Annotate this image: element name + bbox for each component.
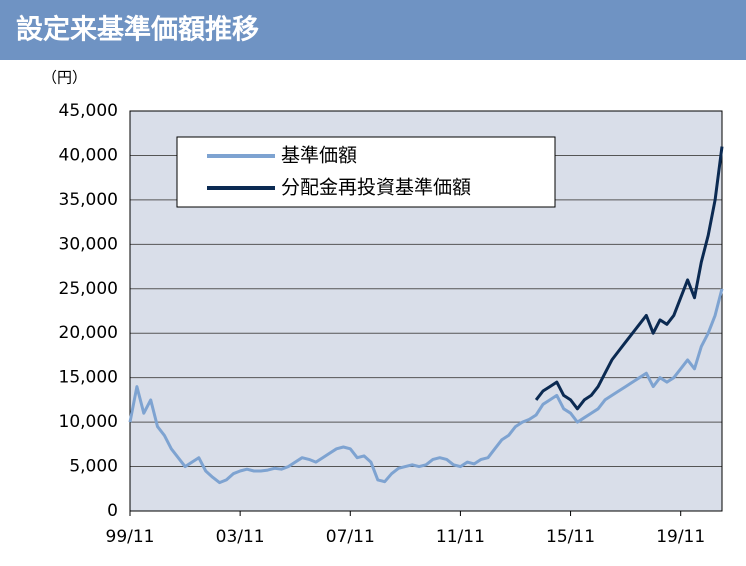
plot-border — [129, 110, 723, 512]
y-tick-label: 0 — [107, 501, 118, 521]
series-line — [128, 288, 724, 485]
x-tick-label: 07/11 — [326, 527, 375, 547]
x-tick-label: 03/11 — [216, 527, 265, 547]
y-tick-label: 40,000 — [59, 145, 118, 165]
header-bar — [0, 0, 746, 60]
chart-title: 設定来基準価額推移 — [16, 14, 259, 46]
y-tick-label: 20,000 — [59, 323, 118, 343]
series-line — [534, 146, 724, 411]
x-tick-label: 11/11 — [436, 527, 485, 547]
unit-label: （円） — [42, 69, 87, 87]
y-tick-label: 15,000 — [59, 368, 118, 388]
y-tick-label: 25,000 — [59, 279, 118, 299]
x-tick-label: 15/11 — [546, 527, 595, 547]
legend-box — [176, 136, 556, 208]
y-tick-label: 10,000 — [59, 412, 118, 432]
y-tick-label: 45,000 — [59, 101, 118, 121]
y-tick-label: 5,000 — [69, 457, 118, 477]
y-tick-label: 35,000 — [59, 190, 118, 210]
legend-label: 基準価額 — [281, 145, 357, 167]
x-tick-label: 19/11 — [656, 527, 705, 547]
y-tick-label: 30,000 — [59, 234, 118, 254]
legend-label: 分配金再投資基準価額 — [281, 177, 471, 199]
x-tick-label: 99/11 — [106, 527, 155, 547]
